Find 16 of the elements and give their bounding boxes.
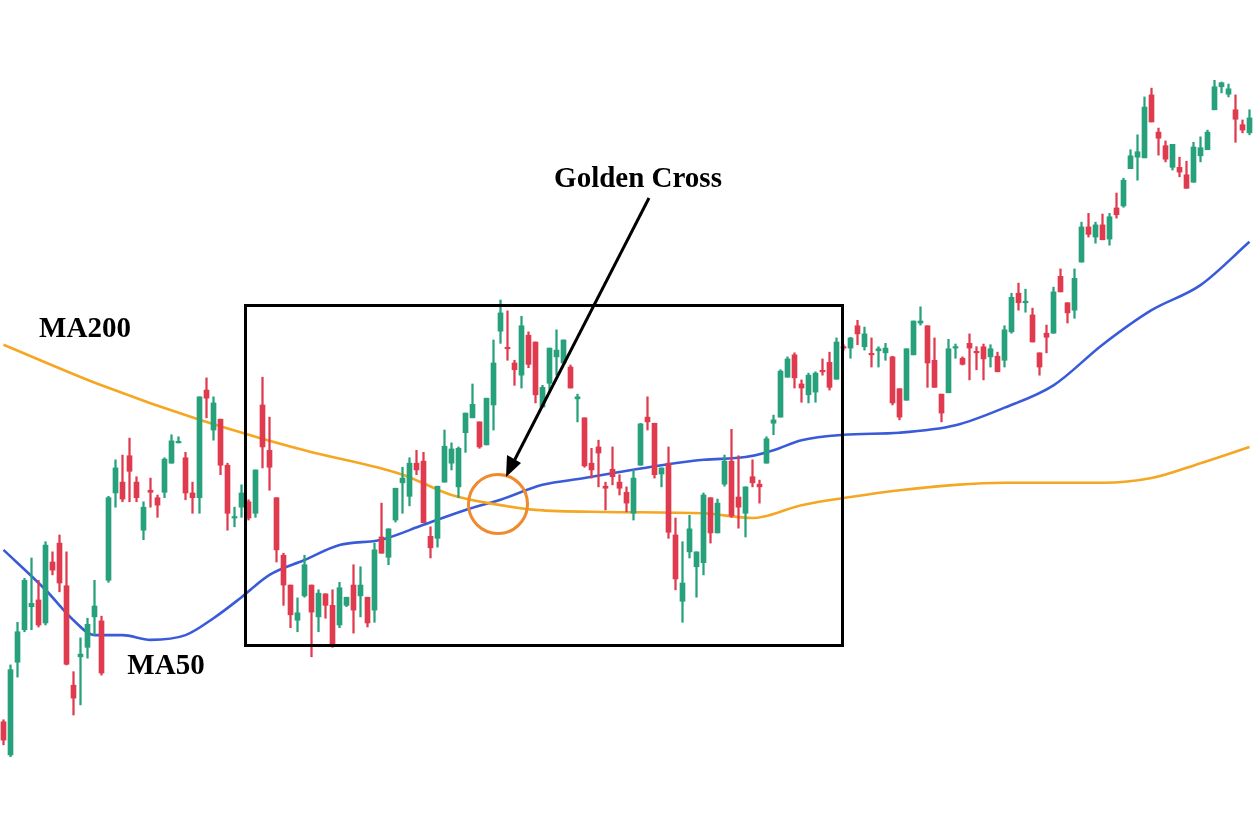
candlestick <box>1134 134 1141 181</box>
candlestick <box>126 437 133 503</box>
candlestick <box>266 416 273 491</box>
annotation: Golden Cross <box>554 161 722 194</box>
candlestick <box>749 459 756 488</box>
candlestick <box>602 481 609 511</box>
series-label: MA200 <box>39 311 131 344</box>
candlestick <box>203 377 210 419</box>
series-label: MA50 <box>127 648 205 681</box>
candlestick <box>735 455 742 529</box>
candlestick <box>1155 127 1162 156</box>
candlestick <box>1232 94 1239 143</box>
candlestick <box>1043 324 1050 354</box>
candlestick <box>875 346 882 368</box>
candlestick <box>147 477 154 508</box>
candlestick <box>294 597 301 633</box>
